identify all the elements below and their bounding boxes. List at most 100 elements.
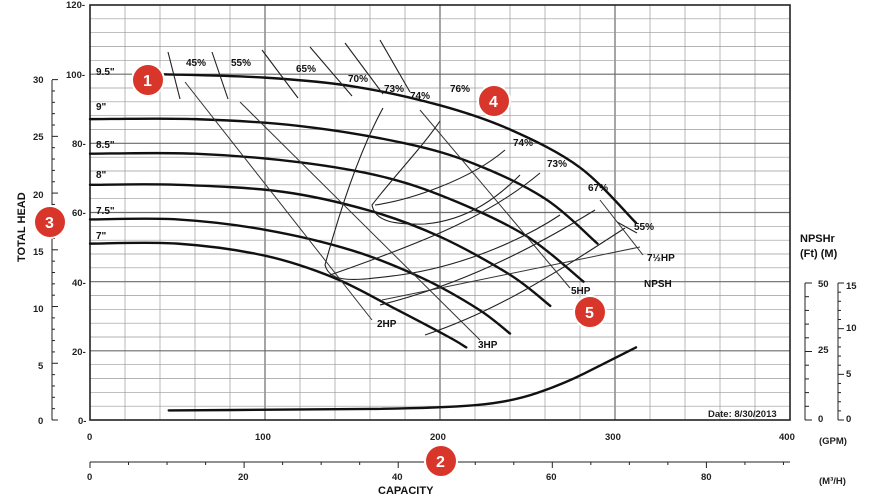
- y-tick-m: 5: [38, 361, 44, 372]
- efficiency-contour-67: [379, 209, 596, 306]
- y-tick-ft: 120-: [66, 0, 85, 11]
- impeller-label: 8.5": [96, 140, 115, 151]
- badge-1-number: 1: [143, 73, 152, 90]
- efficiency-label: 73%: [547, 159, 567, 170]
- efficiency-line-4: [344, 42, 384, 95]
- impeller-curve-5: [88, 241, 468, 349]
- x-tick-gpm: 200: [430, 432, 446, 443]
- x-tick-gpm: 100: [255, 432, 271, 443]
- hp-label: 3HP: [478, 340, 498, 351]
- efficiency-label: 67%: [588, 183, 608, 194]
- y-tick-m: 15: [33, 247, 44, 258]
- chart-texts: 120- 100- 80- 60- 40- 20- 0- 30 25 20 15…: [16, 0, 857, 497]
- badge-3-circle: [33, 205, 67, 239]
- efficiency-label: 55%: [634, 222, 654, 233]
- badge-2: 2: [424, 444, 458, 478]
- y-tick-ft: 80-: [72, 139, 86, 150]
- efficiency-label: 70%: [348, 74, 368, 85]
- badge-2-number: 2: [436, 454, 445, 471]
- y-tick-ft: 40-: [72, 278, 86, 289]
- impeller-label: 8": [96, 170, 107, 181]
- badge-4-number: 4: [489, 94, 498, 111]
- x-tick-gpm: 0: [87, 432, 92, 443]
- hp-label: 2HP: [377, 319, 397, 330]
- badge-5: 5: [573, 295, 607, 329]
- efficiency-line-1: [211, 51, 229, 100]
- grid: [51, 5, 844, 468]
- badge-3: 3: [33, 205, 67, 239]
- plot-frame: [89, 4, 791, 421]
- impeller-label: 9": [96, 102, 107, 113]
- efficiency-label: 55%: [231, 58, 251, 69]
- efficiency-line-2: [261, 49, 299, 99]
- impeller-label: 7": [96, 231, 107, 242]
- efficiency-line-3: [309, 46, 353, 97]
- npsh-curve-label: NPSH: [644, 279, 672, 290]
- efficiency-label: 45%: [186, 58, 206, 69]
- hp-line-3hp: [239, 101, 481, 341]
- x-tick-m3h: 80: [701, 472, 712, 483]
- impeller-curve-0: [158, 72, 638, 225]
- npsh-tick-m: 15: [846, 281, 857, 292]
- x-tick-m3h: 0: [87, 472, 92, 483]
- badge-1-circle: [131, 63, 165, 97]
- npsh-axis-units: (Ft) (M): [800, 248, 838, 260]
- npsh-curve: [167, 346, 638, 412]
- badge-4-circle: [477, 84, 511, 118]
- badge-4: 4: [477, 84, 511, 118]
- npsh-tick-ft: 0: [818, 414, 823, 425]
- efficiency-contour-55: [424, 227, 626, 336]
- badge-5-number: 5: [585, 305, 594, 322]
- npsh-tick-m: 0: [846, 414, 851, 425]
- impeller-curve-2: [88, 151, 585, 283]
- efficiency-contour-73b: [329, 172, 541, 276]
- impeller-label: 9.5": [96, 67, 115, 78]
- hp-line-7-5hp: [599, 199, 644, 256]
- x-tick-m3h: 60: [546, 472, 557, 483]
- y-tick-m: 30: [33, 75, 44, 86]
- impeller-curve-3: [88, 183, 552, 308]
- efficiency-label: 74%: [513, 138, 533, 149]
- hp-label: 7½HP: [647, 253, 675, 264]
- efficiency-label: 73%: [384, 84, 404, 95]
- npsh-axis-title: NPSHr: [800, 233, 836, 245]
- x-tick-m3h: 20: [238, 472, 249, 483]
- y-tick-m: 10: [33, 304, 44, 315]
- impeller-curve-4: [88, 217, 512, 335]
- efficiency-contour-73: [324, 107, 561, 280]
- badge-5-circle: [573, 295, 607, 329]
- chart-marks: [88, 39, 644, 412]
- efficiency-tick-55: [616, 221, 638, 234]
- y-tick-ft: 0-: [78, 416, 86, 427]
- y-tick-m: 25: [33, 132, 44, 143]
- y-tick-ft: 20-: [72, 347, 86, 358]
- efficiency-label: 74%: [410, 91, 430, 102]
- npsh-tick-m: 5: [846, 369, 852, 380]
- efficiency-line-5: [379, 39, 411, 93]
- y-tick-m: 0: [38, 416, 43, 427]
- hp-line-5hp: [419, 109, 571, 289]
- y-tick-ft: 100-: [66, 70, 85, 81]
- y-axis-title: TOTAL HEAD: [16, 192, 28, 262]
- badge-1: 1: [131, 63, 165, 97]
- efficiency-contour-76: [371, 120, 521, 225]
- x-tick-m3h: 40: [392, 472, 403, 483]
- efficiency-label: 76%: [450, 84, 470, 95]
- badge-3-number: 3: [45, 215, 54, 232]
- npsh-tick-ft: 50: [818, 279, 829, 290]
- npsh-tick-m: 10: [846, 323, 857, 334]
- x-unit-gpm: (GPM): [819, 436, 847, 447]
- date-label: Date: 8/30/2013: [708, 409, 777, 420]
- hp-label: 5HP: [571, 286, 591, 297]
- x-axis-title: CAPACITY: [378, 485, 434, 497]
- y-tick-m: 20: [33, 190, 44, 201]
- x-tick-gpm: 300: [605, 432, 621, 443]
- hp-line-2hp: [184, 81, 373, 321]
- badge-2-circle: [424, 444, 458, 478]
- npsh-tick-ft: 25: [818, 345, 829, 356]
- x-unit-m3h: (M³/H): [819, 476, 846, 487]
- hp-curve-end-7-5hp: [381, 246, 641, 301]
- efficiency-contour-74: [374, 149, 506, 206]
- impeller-label: 7.5": [96, 206, 115, 217]
